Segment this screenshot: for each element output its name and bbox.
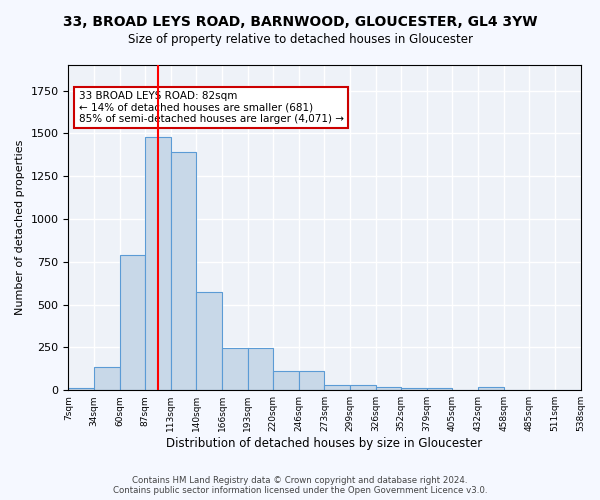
X-axis label: Distribution of detached houses by size in Gloucester: Distribution of detached houses by size …: [166, 437, 482, 450]
Bar: [145, 137, 171, 390]
Bar: [248, 348, 273, 390]
Y-axis label: Number of detached properties: Number of detached properties: [15, 140, 25, 316]
Text: 33 BROAD LEYS ROAD: 82sqm
← 14% of detached houses are smaller (681)
85% of semi: 33 BROAD LEYS ROAD: 82sqm ← 14% of detac…: [79, 91, 344, 124]
Bar: [273, 370, 299, 390]
Bar: [94, 367, 119, 390]
Bar: [196, 292, 222, 390]
Text: 33, BROAD LEYS ROAD, BARNWOOD, GLOUCESTER, GL4 3YW: 33, BROAD LEYS ROAD, BARNWOOD, GLOUCESTE…: [63, 15, 537, 29]
Bar: [171, 152, 196, 390]
Bar: [350, 385, 376, 390]
Bar: [478, 387, 503, 390]
Bar: [119, 255, 145, 390]
Text: Size of property relative to detached houses in Gloucester: Size of property relative to detached ho…: [128, 32, 473, 46]
Bar: [427, 388, 452, 390]
Bar: [376, 387, 401, 390]
Bar: [325, 385, 350, 390]
Bar: [222, 348, 248, 390]
Bar: [299, 370, 325, 390]
Bar: [68, 388, 94, 390]
Bar: [401, 388, 427, 390]
Text: Contains HM Land Registry data © Crown copyright and database right 2024.
Contai: Contains HM Land Registry data © Crown c…: [113, 476, 487, 495]
